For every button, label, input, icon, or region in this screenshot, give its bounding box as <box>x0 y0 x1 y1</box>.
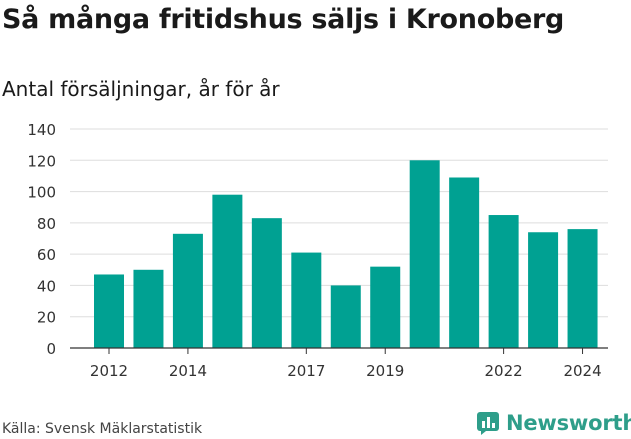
y-tick-label: 120 <box>27 152 56 170</box>
bar-2024 <box>567 229 598 348</box>
bar-2023 <box>528 232 559 348</box>
bar-2016 <box>251 218 282 348</box>
source-note: Källa: Svensk Mäklarstatistik <box>2 421 203 437</box>
y-tick-label: 0 <box>46 340 56 358</box>
bar-2022 <box>488 215 519 348</box>
y-tick-label: 40 <box>37 277 56 295</box>
bar-2019 <box>370 266 401 348</box>
y-axis-ticks: 0 20 40 60 80 100 120 140 <box>27 121 56 358</box>
bar-2015 <box>212 194 243 348</box>
x-tick-label: 2014 <box>169 362 207 380</box>
y-tick-label: 20 <box>37 309 56 327</box>
bar-2013 <box>133 269 164 348</box>
chart-subtitle: Antal försäljningar, år för år <box>2 77 280 101</box>
bar-2020 <box>409 160 440 348</box>
x-axis-ticks: 2012 2014 2017 2019 2022 2024 <box>90 348 602 380</box>
bar-2018 <box>330 285 361 348</box>
newsworthy-logo-icon <box>477 412 499 435</box>
y-tick-label: 60 <box>37 246 56 264</box>
bar-2021 <box>449 177 480 348</box>
x-tick-label: 2024 <box>563 362 601 380</box>
brand-name: Newsworthy <box>506 411 631 435</box>
bars <box>94 160 598 348</box>
y-tick-label: 80 <box>37 215 56 233</box>
brand-logo: Newsworthy <box>476 408 631 438</box>
x-tick-label: 2019 <box>366 362 404 380</box>
x-tick-label: 2017 <box>287 362 325 380</box>
x-tick-label: 2022 <box>485 362 523 380</box>
bar-2012 <box>94 274 124 348</box>
x-tick-label: 2012 <box>90 362 128 380</box>
chart-title: Så många fritidshus säljs i Kronoberg <box>2 4 565 35</box>
bar-2017 <box>291 252 322 348</box>
y-tick-label: 100 <box>27 184 56 202</box>
y-tick-label: 140 <box>27 121 56 139</box>
bar-2014 <box>172 233 203 348</box>
